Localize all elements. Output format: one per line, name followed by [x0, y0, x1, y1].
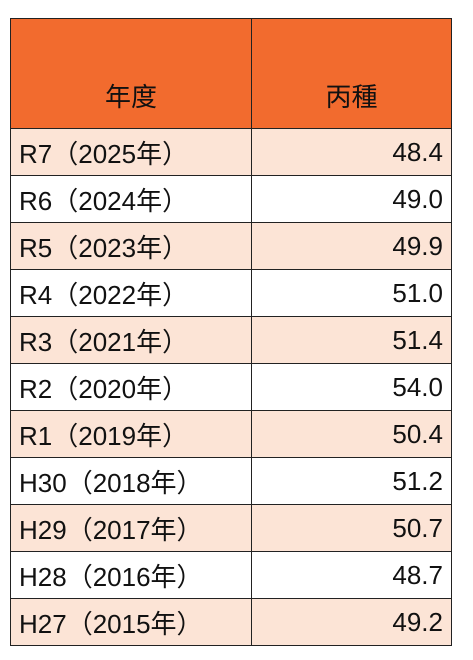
value-cell: 50.4 — [251, 410, 452, 458]
year-cell: R7（2025年） — [10, 128, 252, 176]
table-row: R2（2020年） 54.0 — [10, 363, 452, 411]
table-body: R7（2025年） 48.4 R6（2024年） 49.0 R5（2023年） 49.9 R… — [10, 128, 452, 646]
year-cell: R1（2019年） — [10, 410, 252, 458]
year-cell: R6（2024年） — [10, 175, 252, 223]
year-cell: H27（2015年） — [10, 598, 252, 646]
year-cell: R2（2020年） — [10, 363, 252, 411]
table-row: R7（2025年） 48.4 — [10, 128, 452, 176]
value-cell: 49.0 — [251, 175, 452, 223]
year-cell: H28（2016年） — [10, 551, 252, 599]
year-cell: H30（2018年） — [10, 457, 252, 505]
table-row: R3（2021年） 51.4 — [10, 316, 452, 364]
year-cell: R3（2021年） — [10, 316, 252, 364]
year-cell: H29（2017年） — [10, 504, 252, 552]
table-header: 年度 丙種 — [10, 18, 452, 129]
value-cell: 51.2 — [251, 457, 452, 505]
value-cell: 51.0 — [251, 269, 452, 317]
year-cell: R5（2023年） — [10, 222, 252, 270]
value-cell: 54.0 — [251, 363, 452, 411]
table-row: H30（2018年） 51.2 — [10, 457, 452, 505]
value-cell: 51.4 — [251, 316, 452, 364]
value-cell: 49.2 — [251, 598, 452, 646]
table-row: R4（2022年） 51.0 — [10, 269, 452, 317]
year-cell: R4（2022年） — [10, 269, 252, 317]
table-row: R6（2024年） 49.0 — [10, 175, 452, 223]
data-table: 年度 丙種 R7（2025年） 48.4 R6（2024年） 49.0 R5（2023年… — [10, 18, 452, 646]
header-row: 年度 丙種 — [10, 18, 452, 129]
value-cell: 48.4 — [251, 128, 452, 176]
table-row: H28（2016年） 48.7 — [10, 551, 452, 599]
table-row: H27（2015年） 49.2 — [10, 598, 452, 646]
table-row: R5（2023年） 49.9 — [10, 222, 452, 270]
header-cell: 年度 — [10, 18, 252, 129]
value-cell: 50.7 — [251, 504, 452, 552]
header-cell: 丙種 — [251, 18, 452, 129]
table-row: R1（2019年） 50.4 — [10, 410, 452, 458]
value-cell: 49.9 — [251, 222, 452, 270]
table-row: H29（2017年） 50.7 — [10, 504, 452, 552]
value-cell: 48.7 — [251, 551, 452, 599]
